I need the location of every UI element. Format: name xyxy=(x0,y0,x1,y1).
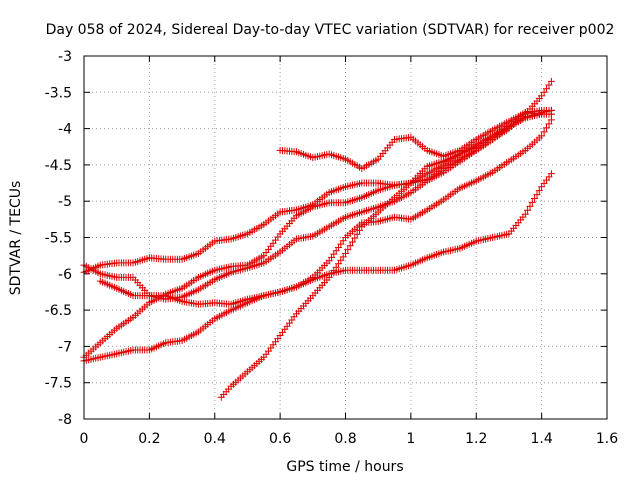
x-tick-label: 0.2 xyxy=(138,431,160,447)
x-tick-label: 0.4 xyxy=(204,431,226,447)
x-tick-label: 0 xyxy=(80,431,89,447)
y-tick-labels: -3 -3.5 -4 -4.5 -5 -5.5 -6 -6.5 -7 -7.5 -8 xyxy=(45,49,72,428)
y-tick-label: -3 xyxy=(58,49,72,65)
y-tick-label: -4 xyxy=(58,122,72,138)
x-tick-labels: 0 0.2 0.4 0.6 0.8 1 1.2 1.4 1.6 xyxy=(80,431,619,447)
series-arc-7 xyxy=(217,106,555,401)
chart-title: Day 058 of 2024, Sidereal Day-to-day VTE… xyxy=(46,22,615,38)
y-tick-label: -5 xyxy=(58,194,72,210)
y-tick-label: -4.5 xyxy=(45,158,72,174)
y-tick-label: -7 xyxy=(58,339,72,355)
y-tick-label: -6.5 xyxy=(45,303,72,319)
y-axis-label: SDTVAR / TECUs xyxy=(8,181,24,296)
series-arc-3 xyxy=(80,77,555,303)
plot-frame xyxy=(83,55,608,420)
x-tick-label: 1.2 xyxy=(465,431,487,447)
x-tick-label: 1 xyxy=(406,431,415,447)
series-markers xyxy=(217,106,555,401)
series-arc-5 xyxy=(96,116,555,308)
x-axis-label: GPS time / hours xyxy=(286,459,403,475)
series-markers xyxy=(96,116,555,308)
data-series xyxy=(80,77,555,401)
axis-ticks xyxy=(83,55,608,420)
x-tick-label: 0.8 xyxy=(334,431,356,447)
series-markers xyxy=(80,77,555,303)
y-tick-label: -7.5 xyxy=(45,376,72,392)
x-tick-label: 1.4 xyxy=(530,431,552,447)
x-tick-label: 0.6 xyxy=(269,431,291,447)
y-tick-label: -3.5 xyxy=(45,85,72,101)
y-tick-label: -5.5 xyxy=(45,231,72,247)
x-tick-label: 1.6 xyxy=(596,431,618,447)
y-tick-label: -6 xyxy=(58,267,72,283)
y-tick-label: -8 xyxy=(58,412,72,428)
